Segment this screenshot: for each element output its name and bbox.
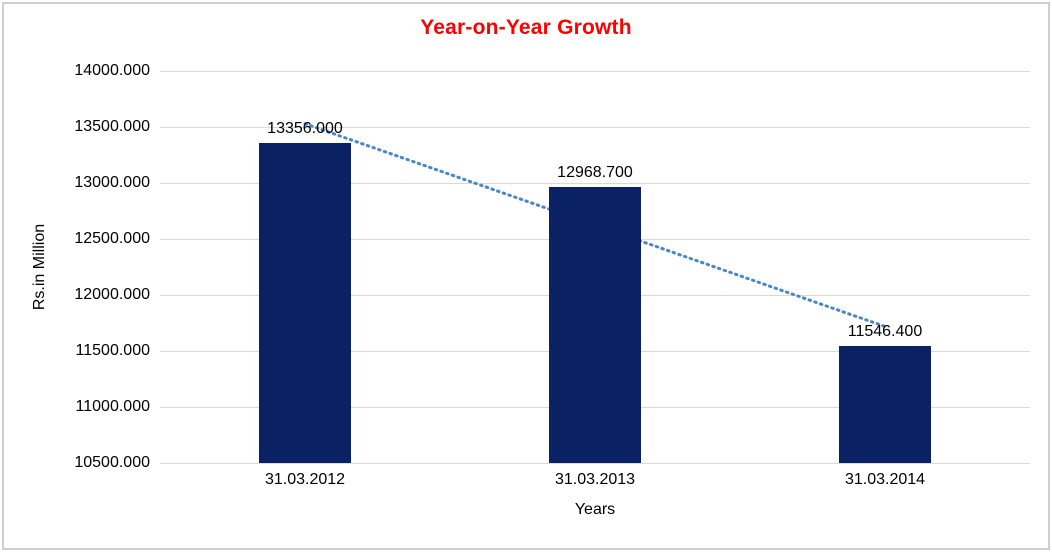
- bar: [259, 143, 351, 463]
- bar: [839, 346, 931, 463]
- bar: [549, 187, 641, 463]
- y-tick-label: 11500.000: [75, 342, 150, 359]
- y-tick-label: 13000.000: [74, 174, 150, 191]
- x-tick-label: 31.03.2012: [264, 471, 346, 488]
- gridline: [160, 71, 1030, 72]
- x-tick-label: 31.03.2013: [554, 471, 636, 488]
- y-axis-title: Rs.in Million: [31, 223, 48, 311]
- gridline: [160, 127, 1030, 128]
- x-axis-title: Years: [574, 501, 616, 518]
- y-tick-label: 11000.000: [75, 398, 150, 415]
- y-tick-label: 13500.000: [74, 118, 150, 135]
- chart-title: Year-on-Year Growth: [420, 16, 632, 39]
- y-tick-label: 12500.000: [74, 230, 150, 247]
- y-tick-label: 14000.000: [74, 62, 150, 79]
- y-tick-label: 12000.000: [74, 286, 150, 303]
- x-tick-label: 31.03.2014: [844, 471, 926, 488]
- gridline: [160, 463, 1030, 464]
- gridline: [160, 183, 1030, 184]
- bar-data-label: 12968.700: [557, 164, 633, 181]
- y-tick-label: 10500.000: [74, 454, 150, 471]
- bar-data-label: 11546.400: [847, 323, 923, 340]
- bar-data-label: 13356.000: [267, 120, 343, 137]
